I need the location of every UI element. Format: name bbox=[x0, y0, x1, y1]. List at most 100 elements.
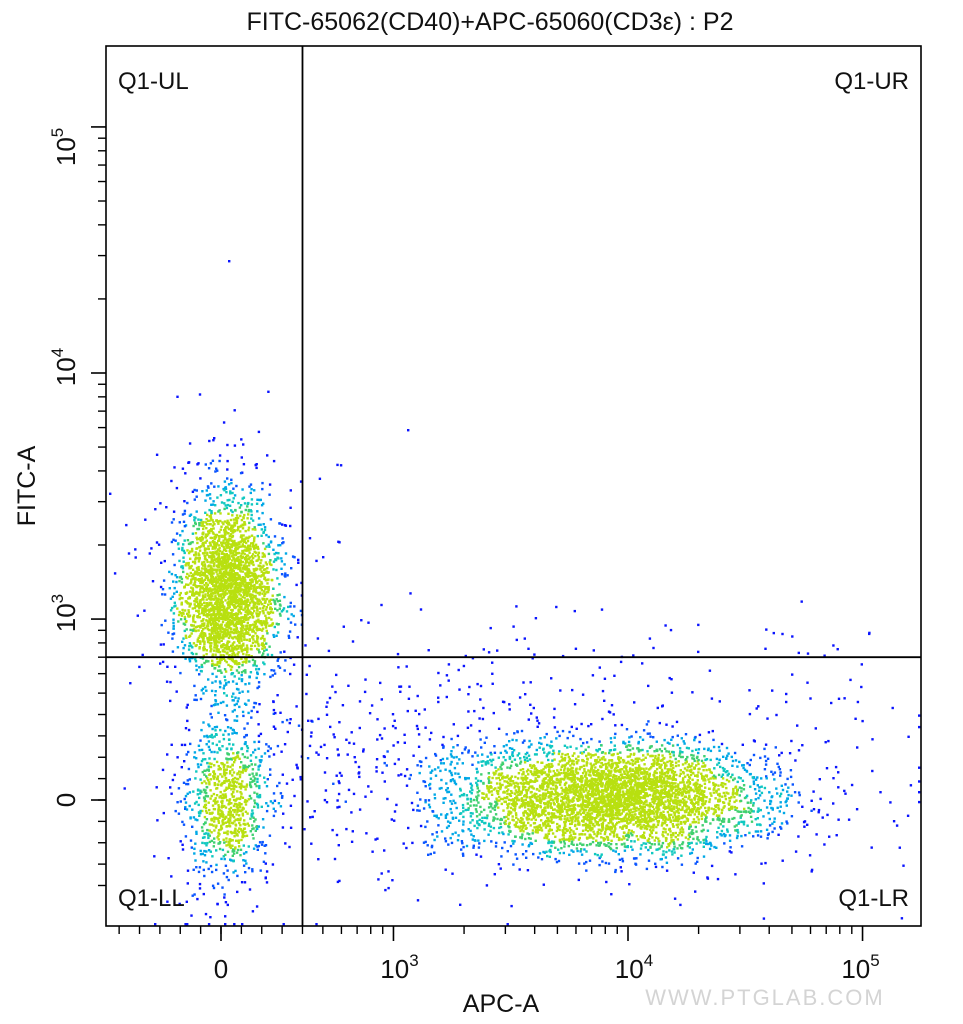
event-dot bbox=[195, 536, 198, 539]
event-dot bbox=[216, 751, 219, 754]
event-dot bbox=[198, 866, 202, 869]
event-dot bbox=[227, 558, 231, 561]
event-dot bbox=[208, 829, 211, 832]
event-dot bbox=[209, 778, 212, 781]
event-dot bbox=[264, 608, 268, 611]
event-dot bbox=[225, 786, 228, 789]
event-dot bbox=[519, 762, 522, 765]
event-dot bbox=[219, 595, 222, 598]
event-dot bbox=[247, 618, 250, 621]
event-dot bbox=[254, 463, 257, 467]
event-dot bbox=[222, 605, 225, 608]
event-dot bbox=[590, 737, 593, 741]
event-dot bbox=[274, 711, 277, 715]
event-dot bbox=[190, 564, 193, 568]
event-dot bbox=[595, 770, 598, 773]
event-dot bbox=[710, 794, 713, 797]
event-dot bbox=[754, 798, 757, 801]
event-dot bbox=[202, 527, 205, 531]
event-dot bbox=[200, 728, 203, 732]
event-dot bbox=[422, 780, 425, 783]
event-dot bbox=[206, 761, 209, 765]
event-dot bbox=[641, 814, 645, 817]
event-dot bbox=[207, 555, 211, 558]
event-dot bbox=[217, 581, 220, 584]
event-dot bbox=[264, 592, 267, 595]
event-dot bbox=[251, 768, 255, 771]
event-dot bbox=[226, 555, 229, 558]
event-dot bbox=[239, 471, 243, 475]
event-dot bbox=[256, 591, 259, 595]
event-dot bbox=[206, 636, 209, 640]
event-dot bbox=[232, 544, 235, 547]
event-dot bbox=[208, 529, 212, 532]
event-dot bbox=[248, 633, 251, 637]
event-dot bbox=[648, 732, 651, 735]
event-dot bbox=[233, 708, 236, 712]
event-dot bbox=[200, 611, 204, 615]
event-dot bbox=[240, 518, 244, 522]
event-dot bbox=[734, 873, 737, 876]
event-dot bbox=[197, 518, 200, 521]
event-dot bbox=[498, 799, 501, 802]
event-dot bbox=[220, 857, 223, 861]
event-dot bbox=[469, 829, 472, 833]
event-dot bbox=[258, 591, 262, 594]
event-dot bbox=[250, 600, 253, 603]
event-dot bbox=[223, 896, 226, 899]
event-dot bbox=[246, 569, 250, 572]
event-dot bbox=[205, 613, 208, 616]
event-dot bbox=[228, 809, 232, 812]
event-dot bbox=[578, 811, 581, 814]
event-dot bbox=[211, 459, 215, 462]
event-dot bbox=[240, 881, 244, 884]
event-dot bbox=[223, 502, 226, 505]
event-dot bbox=[223, 531, 226, 534]
event-dot bbox=[219, 578, 222, 581]
event-dot bbox=[241, 796, 245, 799]
event-dot bbox=[243, 564, 246, 567]
event-dot bbox=[211, 672, 214, 676]
event-dot bbox=[232, 699, 235, 702]
event-dot bbox=[228, 825, 232, 828]
event-dot bbox=[225, 609, 228, 612]
event-dot bbox=[613, 674, 616, 677]
event-dot bbox=[263, 594, 266, 597]
event-dot bbox=[293, 605, 296, 608]
event-dot bbox=[232, 809, 235, 812]
event-dot bbox=[558, 851, 562, 855]
event-dot bbox=[226, 617, 230, 620]
event-dot bbox=[207, 570, 211, 573]
event-dot bbox=[465, 794, 469, 797]
event-dot bbox=[462, 810, 465, 813]
event-dot bbox=[224, 599, 227, 602]
event-dot bbox=[293, 794, 296, 798]
event-dot bbox=[227, 542, 230, 546]
event-dot bbox=[231, 580, 234, 583]
event-dot bbox=[237, 566, 240, 570]
event-dot bbox=[233, 784, 237, 788]
event-dot bbox=[289, 605, 292, 608]
event-dot bbox=[231, 732, 234, 735]
event-dot bbox=[148, 552, 151, 555]
event-dot bbox=[823, 843, 826, 846]
event-dot bbox=[253, 748, 257, 752]
event-dot bbox=[250, 709, 253, 713]
event-dot bbox=[223, 615, 226, 619]
event-dot bbox=[220, 671, 223, 674]
event-dot bbox=[199, 792, 202, 795]
event-dot bbox=[709, 758, 712, 762]
event-dot bbox=[268, 561, 271, 564]
event-dot bbox=[255, 581, 258, 584]
event-dot bbox=[209, 564, 212, 568]
event-dot bbox=[231, 658, 234, 661]
event-dot bbox=[231, 814, 235, 818]
event-dot bbox=[231, 541, 235, 544]
event-dot bbox=[702, 855, 706, 858]
event-dot bbox=[235, 595, 239, 598]
event-dot bbox=[201, 542, 204, 545]
event-dot bbox=[194, 598, 197, 601]
event-dot bbox=[206, 613, 210, 616]
event-dot bbox=[242, 624, 245, 627]
event-dot bbox=[284, 659, 287, 662]
